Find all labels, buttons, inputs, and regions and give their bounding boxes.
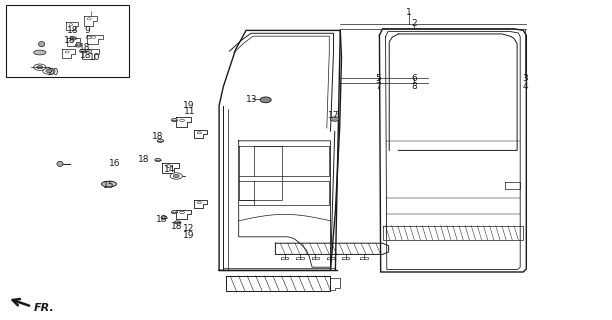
- Circle shape: [70, 37, 76, 40]
- Circle shape: [161, 216, 167, 219]
- Ellipse shape: [34, 50, 46, 55]
- Circle shape: [180, 211, 184, 214]
- Text: 18: 18: [138, 155, 149, 164]
- Circle shape: [171, 118, 177, 122]
- Circle shape: [70, 39, 74, 41]
- Circle shape: [43, 68, 55, 74]
- Text: 2: 2: [411, 20, 417, 28]
- Circle shape: [87, 18, 91, 20]
- Text: 4: 4: [522, 82, 528, 91]
- Circle shape: [86, 51, 91, 53]
- Text: 6: 6: [411, 74, 417, 83]
- Text: 7: 7: [375, 82, 381, 91]
- Circle shape: [157, 139, 163, 142]
- Circle shape: [174, 221, 181, 224]
- Circle shape: [34, 64, 46, 70]
- Circle shape: [197, 202, 201, 204]
- Text: 13: 13: [247, 95, 258, 104]
- Text: 12: 12: [183, 224, 194, 233]
- Text: 18: 18: [64, 36, 75, 45]
- Text: 17: 17: [328, 111, 339, 120]
- Circle shape: [155, 158, 161, 162]
- Text: 5: 5: [375, 74, 381, 83]
- Text: 18: 18: [157, 215, 168, 224]
- Circle shape: [80, 50, 86, 53]
- Ellipse shape: [57, 161, 63, 166]
- Ellipse shape: [39, 42, 45, 47]
- Text: 11: 11: [184, 108, 195, 116]
- Circle shape: [46, 69, 52, 73]
- Text: 18: 18: [67, 26, 78, 35]
- Circle shape: [173, 174, 179, 178]
- Text: 10: 10: [89, 53, 100, 62]
- Text: 9: 9: [84, 26, 90, 35]
- Text: 14: 14: [165, 165, 176, 174]
- Circle shape: [330, 117, 339, 121]
- Bar: [6, 5, 129, 77]
- Text: 8: 8: [411, 82, 417, 91]
- Text: 19: 19: [183, 231, 194, 240]
- Circle shape: [86, 36, 92, 39]
- Circle shape: [91, 36, 95, 38]
- Circle shape: [69, 24, 73, 26]
- Text: 18: 18: [152, 132, 163, 141]
- Text: 18: 18: [171, 222, 182, 231]
- Text: 20: 20: [48, 68, 59, 77]
- Ellipse shape: [101, 181, 117, 187]
- Circle shape: [260, 97, 271, 103]
- Text: 15: 15: [103, 181, 114, 190]
- Circle shape: [85, 49, 92, 52]
- Circle shape: [37, 66, 43, 69]
- Circle shape: [170, 173, 182, 179]
- Text: 19: 19: [183, 101, 194, 110]
- Circle shape: [180, 119, 184, 122]
- Circle shape: [75, 44, 81, 47]
- Text: 16: 16: [110, 159, 121, 168]
- Text: 3: 3: [522, 74, 528, 83]
- Circle shape: [65, 51, 69, 53]
- Circle shape: [197, 132, 201, 134]
- Circle shape: [166, 165, 171, 167]
- Text: 18: 18: [79, 43, 90, 52]
- Text: 1: 1: [406, 8, 412, 17]
- Circle shape: [171, 211, 177, 214]
- Text: FR.: FR.: [34, 303, 54, 313]
- Text: 18: 18: [80, 51, 91, 60]
